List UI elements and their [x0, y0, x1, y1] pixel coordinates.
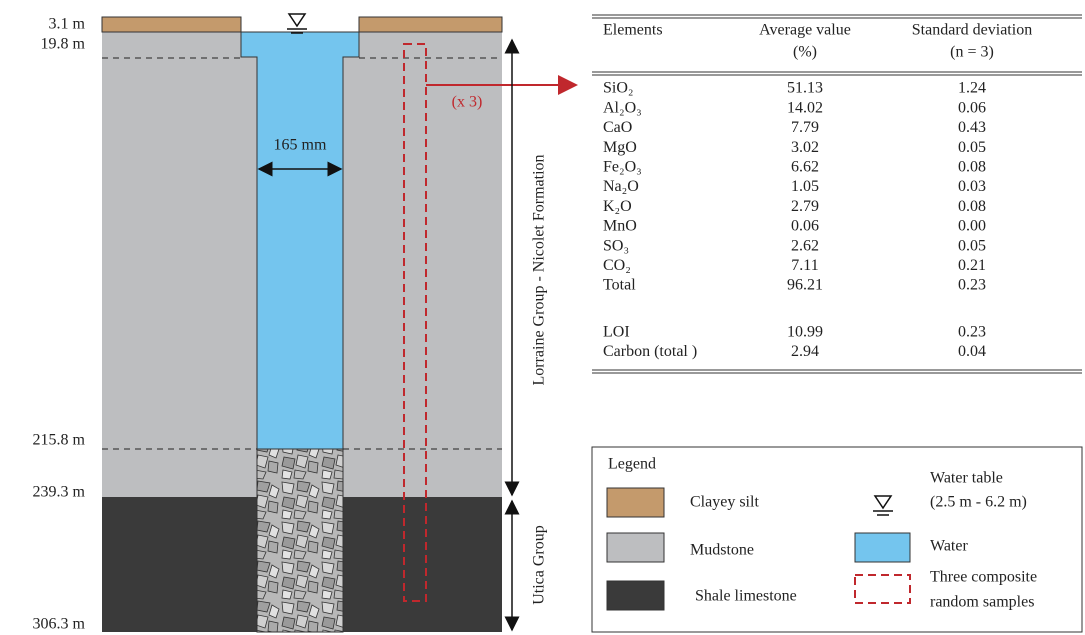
- legend: Legend Clayey silt Mudstone Shale limest…: [592, 447, 1082, 632]
- formation-label: Utica Group: [531, 525, 548, 605]
- table-cell: MgO: [603, 139, 637, 156]
- water-table-symbol: [873, 496, 893, 515]
- swatch: [607, 488, 664, 517]
- well-water: [241, 32, 359, 449]
- table-cell: K₂O: [603, 198, 632, 215]
- column-header: (n = 3): [950, 44, 994, 61]
- legend-label: Water table: [930, 470, 1003, 487]
- table-cell: 0.04: [958, 343, 986, 360]
- legend-label: Clayey silt: [690, 494, 759, 511]
- table-cell: 7.79: [791, 119, 819, 136]
- swatch: [607, 581, 664, 610]
- column-header: Standard deviation: [912, 22, 1032, 39]
- table-cell: 0.06: [958, 99, 986, 116]
- table-cell: 10.99: [787, 323, 823, 340]
- table-cell: Total: [603, 277, 636, 294]
- table-cell: CO₂: [603, 257, 631, 274]
- table-cell: 0.05: [958, 139, 986, 156]
- table-cell: 2.79: [791, 198, 819, 215]
- swatch: [607, 533, 664, 562]
- table-cell: Al₂O₃: [603, 99, 642, 116]
- table-cell: 51.13: [787, 80, 823, 97]
- table-cell: 14.02: [787, 99, 823, 116]
- table-cell: 6.62: [791, 158, 819, 175]
- table-cell: 1.05: [791, 178, 819, 195]
- table-cell: LOI: [603, 323, 630, 340]
- legend-label: Three composite: [930, 569, 1037, 586]
- table-cell: 2.62: [791, 237, 819, 254]
- depth-label: 19.8 m: [41, 36, 86, 53]
- water-table-symbol: [287, 14, 307, 33]
- table-cell: 3.02: [791, 139, 819, 156]
- clayey-silt: [102, 17, 241, 32]
- legend-label: random samples: [930, 594, 1034, 611]
- table-cell: 0.03: [958, 178, 986, 195]
- table-cell: 7.11: [791, 257, 818, 274]
- swatch: [855, 575, 910, 603]
- depth-label: 215.8 m: [33, 432, 86, 449]
- table-cell: 0.08: [958, 158, 986, 175]
- table: Elements Average value (%) Standard deviati…: [592, 15, 1082, 373]
- geology: (x 3) 165 mm Lorraine Group - Nicolet Fo…: [102, 14, 576, 632]
- rubble: [257, 449, 343, 632]
- depth-labels: 3.1 m 19.8 m 215.8 m 239.3 m 306.3 m: [33, 16, 86, 633]
- table-cell: 0.08: [958, 198, 986, 215]
- column-header: (%): [793, 44, 817, 61]
- table-cell: Carbon (total ): [603, 343, 697, 360]
- table-cell: MnO: [603, 218, 637, 235]
- table-cell: CaO: [603, 119, 632, 136]
- table-cell: 2.94: [791, 343, 819, 360]
- table-cell: 0.06: [791, 218, 819, 235]
- clayey-silt: [359, 17, 502, 32]
- legend-label: Water: [930, 538, 968, 555]
- table-cell: Fe₂O₃: [603, 158, 642, 175]
- table-cell: Na₂O: [603, 178, 639, 195]
- depth-label: 239.3 m: [33, 484, 86, 501]
- table-cell: SO₃: [603, 237, 629, 254]
- table-cell: SiO₂: [603, 80, 633, 97]
- legend-title: Legend: [608, 456, 656, 473]
- figure: (x 3) 165 mm Lorraine Group - Nicolet Fo…: [0, 0, 1085, 635]
- table-cell: 1.24: [958, 80, 986, 97]
- table-cell: 96.21: [787, 277, 823, 294]
- depth-label: 3.1 m: [49, 16, 86, 33]
- table-cell: 0.05: [958, 237, 986, 254]
- width-label: 165 mm: [274, 137, 327, 154]
- table-cell: 0.23: [958, 277, 986, 294]
- swatch: [855, 533, 910, 562]
- legend-label: (2.5 m - 6.2 m): [930, 494, 1027, 511]
- legend-label: Mudstone: [690, 542, 754, 559]
- table-cell: 0.21: [958, 257, 986, 274]
- table-cell: 0.00: [958, 218, 986, 235]
- legend-label: Shale limestone: [695, 588, 797, 605]
- multiplier-label: (x 3): [452, 94, 483, 111]
- formation-label: Lorraine Group - Nicolet Formation: [531, 154, 548, 385]
- depth-label: 306.3 m: [33, 616, 86, 633]
- table-cell: 0.23: [958, 323, 986, 340]
- table-cell: 0.43: [958, 119, 986, 136]
- column-header: Average value: [759, 22, 851, 39]
- column-header: Elements: [603, 22, 663, 39]
